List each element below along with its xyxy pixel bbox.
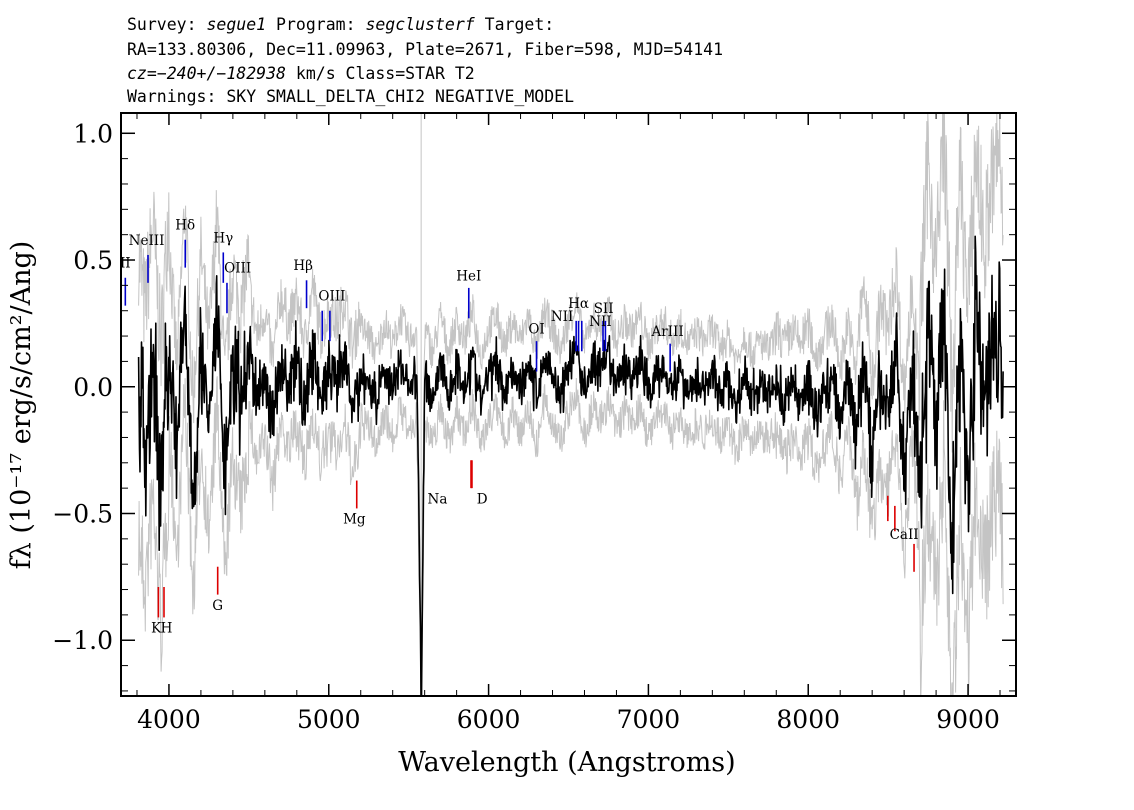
emission-line-label: Hβ xyxy=(293,258,313,274)
error-band-upper xyxy=(138,113,1004,642)
header-line-3: cz=−240+/−182938 km/s Class=STAR T2 xyxy=(127,64,475,83)
error-band-lower xyxy=(138,376,1004,696)
survey-label: Survey: xyxy=(127,15,206,34)
x-tick-label: 5000 xyxy=(297,705,361,734)
x-axis-title: Wavelength (Angstroms) xyxy=(398,747,735,778)
absorption-line-label: G xyxy=(212,598,223,614)
emission-line-label: NeIII xyxy=(129,233,165,249)
x-tick-label: 7000 xyxy=(617,705,681,734)
y-axis-title: fλ (10⁻¹⁷ erg/s/cm²/Ang) xyxy=(6,241,37,570)
y-tick-label: −0.5 xyxy=(52,499,113,528)
x-tick-label: 6000 xyxy=(457,705,521,734)
emission-line-label: NII xyxy=(589,314,611,330)
emission-line-label: ArIII xyxy=(650,324,683,340)
emission-line-label: NII xyxy=(551,309,573,325)
cz-value: −240+/−182938 xyxy=(157,64,286,83)
emission-line-label: Hα xyxy=(568,296,589,312)
absorption-line-label: D xyxy=(477,491,488,507)
flux-series xyxy=(137,235,1004,696)
emission-line-label: OIII xyxy=(318,289,345,305)
header-line-1: Survey: segue1 Program: segclusterf Targ… xyxy=(127,15,554,34)
axis-ticks: 4000 5000 6000 7000 8000 9000 1.0 0.5 0.0 −0.5 −1.… xyxy=(52,113,1016,734)
class-info: km/s Class=STAR T2 xyxy=(286,64,475,83)
y-tick-label: 0.5 xyxy=(73,246,113,275)
emission-line-label: Hδ xyxy=(175,218,195,234)
y-tick-label: 0.0 xyxy=(73,373,113,402)
flux-line xyxy=(137,235,1004,696)
absorption-line-label: Mg xyxy=(343,512,366,528)
plot-frame xyxy=(120,112,1017,697)
absorption-line-label: Na xyxy=(428,491,448,507)
plot-area xyxy=(124,113,1004,696)
absorption-line-label: CaII xyxy=(890,527,919,543)
survey-value: segue1 xyxy=(206,15,266,34)
error-band xyxy=(138,113,1004,696)
absorption-line-label: K xyxy=(151,621,162,637)
cz-label: cz= xyxy=(127,64,157,83)
emission-line-label: OI xyxy=(528,322,544,338)
y-tick-label: 1.0 xyxy=(73,119,113,148)
header-line-2: RA=133.80306, Dec=11.09963, Plate=2671, … xyxy=(127,40,723,59)
emission-line-label: SII xyxy=(594,301,614,317)
absorption-line-label: H xyxy=(161,621,173,637)
emission-line-label: Hγ xyxy=(213,230,233,246)
emission-line-label: II xyxy=(120,256,131,272)
program-value: segclusterf xyxy=(365,15,475,34)
x-tick-label: 8000 xyxy=(776,705,840,734)
spectral-line-markers xyxy=(124,239,915,618)
target-label: Target: xyxy=(475,15,554,34)
y-tick-label: −1.0 xyxy=(52,626,113,655)
program-label: Program: xyxy=(266,15,365,34)
x-tick-label: 9000 xyxy=(936,705,1000,734)
header-line-4: Warnings: SKY SMALL_DELTA_CHI2 NEGATIVE_… xyxy=(127,87,574,106)
x-tick-label: 4000 xyxy=(137,705,201,734)
emission-line-label: OIII xyxy=(224,261,251,277)
emission-line-label: HeI xyxy=(456,268,481,284)
chart-header: Survey: segue1 Program: segclusterf Targ… xyxy=(127,15,723,106)
